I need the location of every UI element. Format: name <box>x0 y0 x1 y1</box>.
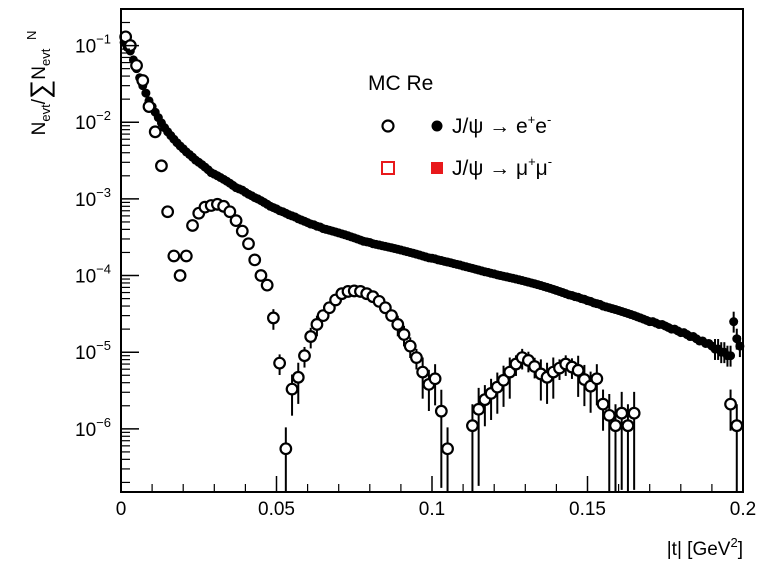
data-point-open <box>254 269 268 282</box>
data-point-open <box>627 406 641 420</box>
y-title-den-sup: N <box>24 31 39 40</box>
x-tick-label: 0.15 <box>569 499 606 520</box>
data-point-open <box>136 74 150 87</box>
data-point-open <box>235 224 249 238</box>
x-tick-label: 0 <box>116 499 127 520</box>
data-point-open <box>602 408 616 422</box>
data-point-open <box>403 339 417 353</box>
data-point-open <box>260 278 274 292</box>
data-point-open <box>385 309 398 323</box>
data-point-open <box>223 205 237 219</box>
data-point-open <box>242 237 255 251</box>
data-point-open <box>596 397 610 411</box>
data-point-open <box>724 397 737 411</box>
x-tick-label: 0.1 <box>419 499 445 520</box>
svg-text:Nevt/∑Nevt: Nevt/∑Nevt <box>25 48 55 135</box>
data-point-open <box>304 330 318 343</box>
x-tick-label: 0.2 <box>730 499 756 520</box>
axis-ticks: 0 0.05 0.1 0.15 0.2 10−6 10−5 10−4 10−3 10−2 10−1 <box>75 21 756 520</box>
data-point-open <box>391 318 405 331</box>
legend-filled-square-marker <box>431 162 443 174</box>
data-point-open <box>291 370 305 384</box>
data-point-open <box>179 249 193 263</box>
x-tick-label: 0.05 <box>258 499 295 520</box>
legend-label-mumu: J/ψ → μ+μ- <box>452 154 552 180</box>
y-title-sum: ∑ <box>25 80 55 99</box>
data-point-open <box>248 253 262 267</box>
y-title-num: N <box>29 122 50 136</box>
data-point-open <box>310 318 324 331</box>
x-axis-title: |t| [GeV2] <box>667 535 743 560</box>
data-point-open <box>416 365 430 379</box>
data-point-open <box>167 249 181 263</box>
data-point-open <box>397 328 411 341</box>
data-point-open <box>590 372 604 386</box>
legend-filled-circle-marker <box>431 120 443 132</box>
y-tick-label: 10−2 <box>75 108 111 134</box>
x-title-main: |t| [GeV <box>667 539 731 560</box>
data-point-open <box>161 205 175 219</box>
y-tick-label: 10−5 <box>75 338 111 364</box>
legend-open-square-marker <box>381 161 395 175</box>
data-point-open <box>428 372 442 386</box>
y-title-num-sub: evt <box>38 104 53 122</box>
data-point-open <box>621 419 635 433</box>
data-point-open <box>130 59 143 72</box>
data-point-open <box>298 349 311 363</box>
data-point-open <box>155 159 168 173</box>
legend-title: MC Re <box>368 72 433 95</box>
y-title-den-sub: evt <box>38 48 53 66</box>
legend-open-circle-marker <box>381 119 395 133</box>
data-point-open <box>148 125 162 139</box>
legend-label-ee: J/ψ → e+e- <box>452 112 551 138</box>
data-point-open <box>434 404 448 418</box>
data-point-open <box>173 269 187 282</box>
data-point-open <box>285 382 299 396</box>
data-point-open <box>279 442 293 456</box>
data-point-open <box>273 356 287 370</box>
x-title-sup: 2 <box>730 535 737 550</box>
y-axis-title: Nevt/∑Nevt <box>25 48 55 135</box>
data-point-open <box>466 419 479 433</box>
y-tick-label: 10−1 <box>75 32 111 58</box>
data-point-open <box>142 100 156 113</box>
legend: MC Re J/ψ → e+e- J/ψ → μ+μ- <box>368 72 552 180</box>
y-title-den: N <box>29 66 50 80</box>
data-point-filled <box>729 317 739 327</box>
y-tick-label: 10−4 <box>75 262 111 288</box>
data-point-open <box>410 351 423 365</box>
data-point-open <box>186 219 199 232</box>
data-point-open <box>441 442 454 456</box>
data-point-open <box>615 406 629 420</box>
data-point-filled <box>726 351 736 361</box>
y-tick-label: 10−6 <box>75 415 111 441</box>
data-point-open <box>730 419 744 433</box>
data-point-filled <box>141 88 151 98</box>
data-point-open <box>609 419 622 433</box>
y-tick-label: 10−3 <box>75 185 111 211</box>
data-point-open <box>229 214 243 228</box>
y-title-slash: / <box>29 98 50 104</box>
x-title-close: ] <box>738 539 743 560</box>
data-layer <box>119 30 745 492</box>
data-point-open <box>266 311 280 325</box>
